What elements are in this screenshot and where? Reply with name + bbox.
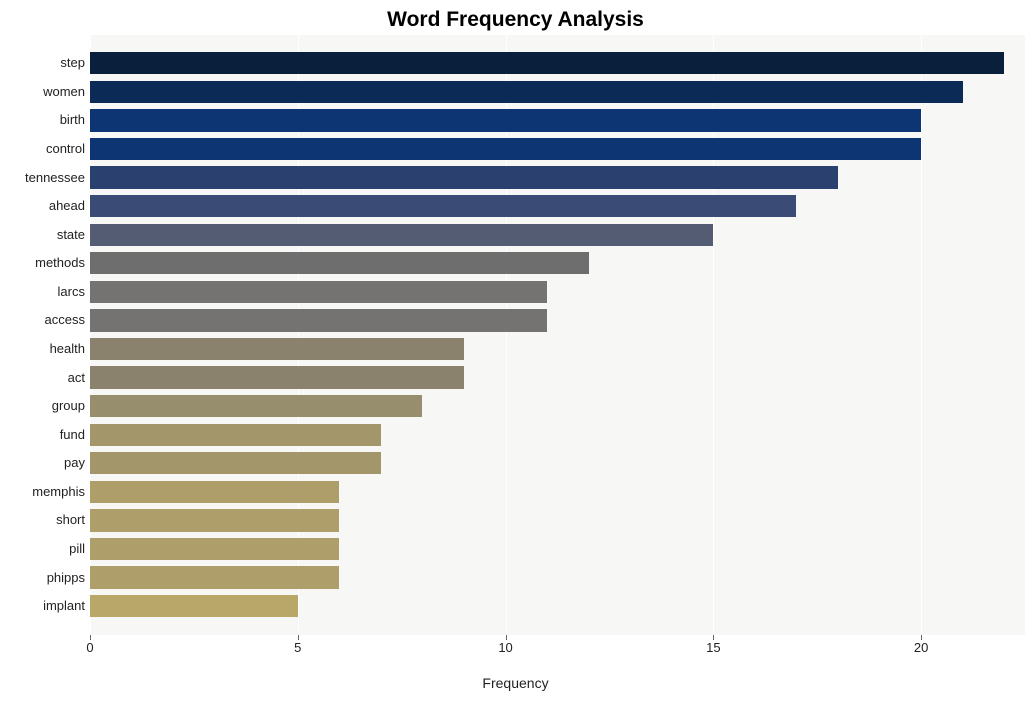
bar-row (90, 538, 339, 560)
bar-row (90, 109, 921, 131)
bar-row (90, 224, 713, 246)
bar (90, 481, 339, 503)
bar-row (90, 366, 464, 388)
x-tick-label: 20 (914, 640, 928, 655)
bar (90, 252, 589, 274)
bar-row (90, 395, 422, 417)
y-tick-label: control (5, 138, 85, 160)
gridline (921, 35, 922, 635)
bar-row (90, 566, 339, 588)
x-tick-label: 10 (498, 640, 512, 655)
bar (90, 538, 339, 560)
bar (90, 424, 381, 446)
bar (90, 309, 547, 331)
y-tick-label: tennessee (5, 167, 85, 189)
bar-row (90, 509, 339, 531)
y-tick-label: implant (5, 595, 85, 617)
y-tick-label: state (5, 224, 85, 246)
y-tick-label: short (5, 509, 85, 531)
y-tick-label: act (5, 367, 85, 389)
y-tick-label: access (5, 309, 85, 331)
y-tick-label: step (5, 52, 85, 74)
bar-row (90, 52, 1004, 74)
bar (90, 338, 464, 360)
y-tick-label: birth (5, 109, 85, 131)
bar-row (90, 595, 298, 617)
bar-row (90, 166, 838, 188)
y-tick-label: pay (5, 452, 85, 474)
bar (90, 281, 547, 303)
bar (90, 109, 921, 131)
y-tick-label: women (5, 81, 85, 103)
bar (90, 395, 422, 417)
bar (90, 366, 464, 388)
y-tick-label: memphis (5, 481, 85, 503)
y-tick-label: phipps (5, 567, 85, 589)
x-axis-label: Frequency (482, 675, 548, 691)
bar-row (90, 481, 339, 503)
bar (90, 452, 381, 474)
y-tick-label: larcs (5, 281, 85, 303)
x-tick-label: 15 (706, 640, 720, 655)
bar-row (90, 309, 547, 331)
plot-area (90, 35, 1025, 635)
chart-title: Word Frequency Analysis (0, 0, 1031, 36)
y-tick-label: ahead (5, 195, 85, 217)
bar-row (90, 252, 589, 274)
bar (90, 509, 339, 531)
x-tick-label: 0 (86, 640, 93, 655)
chart-container: Word Frequency Analysis Frequency 0 5 10 15… (0, 0, 1031, 701)
y-tick-label: group (5, 395, 85, 417)
bar-row (90, 138, 921, 160)
bar (90, 81, 963, 103)
bar-row (90, 338, 464, 360)
bar-row (90, 452, 381, 474)
y-tick-label: methods (5, 252, 85, 274)
bar-row (90, 195, 796, 217)
bar (90, 566, 339, 588)
bar (90, 52, 1004, 74)
bar (90, 195, 796, 217)
bar (90, 224, 713, 246)
bar-row (90, 81, 963, 103)
x-tick-label: 5 (294, 640, 301, 655)
y-tick-label: fund (5, 424, 85, 446)
bar (90, 166, 838, 188)
bar-row (90, 424, 381, 446)
y-tick-label: health (5, 338, 85, 360)
bar-row (90, 281, 547, 303)
bar (90, 595, 298, 617)
bar (90, 138, 921, 160)
y-tick-label: pill (5, 538, 85, 560)
